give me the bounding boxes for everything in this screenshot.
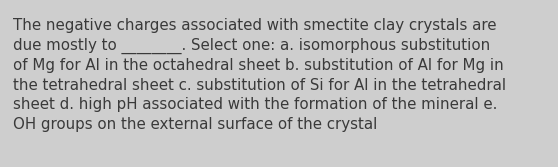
Text: The negative charges associated with smectite clay crystals are
due mostly to __: The negative charges associated with sme…: [13, 18, 506, 132]
